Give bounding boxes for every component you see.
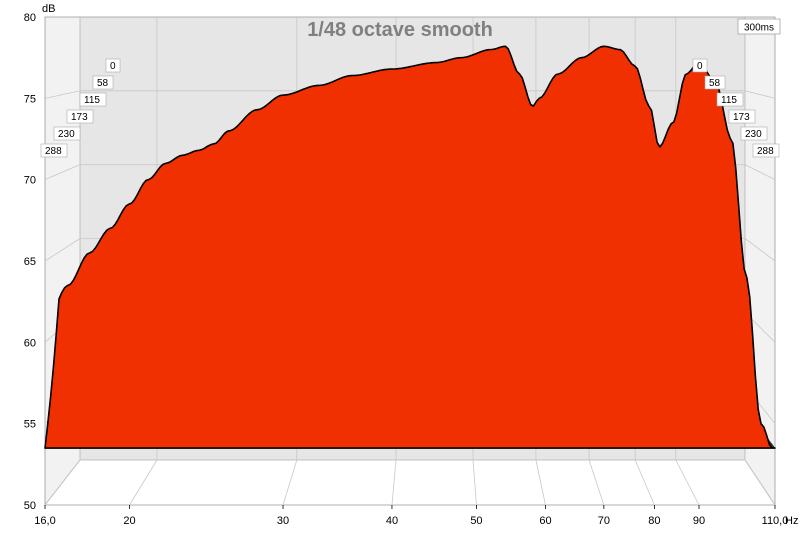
- x-gridline-floor: [588, 459, 605, 506]
- time-tick-box: [740, 126, 768, 141]
- x-gridline-floor: [472, 459, 477, 506]
- x-gridline-floor: [129, 459, 158, 506]
- time-tick-box: [92, 75, 114, 90]
- y-tick-label: 65: [24, 256, 36, 268]
- x-tick-label: 50: [470, 515, 482, 527]
- x-tick-label: 16,0: [34, 515, 55, 527]
- y-gridline-left: [44, 164, 81, 181]
- time-tick-box: [53, 126, 81, 141]
- time-tick-label: 230: [58, 129, 75, 140]
- time-tick-right: 115: [716, 92, 744, 107]
- time-tick-label: 288: [45, 146, 62, 157]
- y-tick-label: 55: [24, 419, 36, 431]
- time-tick-box: [692, 58, 708, 73]
- time-tick-box: [40, 143, 68, 158]
- time-tick-box: [79, 92, 107, 107]
- time-tick-left: 230: [53, 126, 81, 141]
- time-tick-label: 115: [721, 95, 737, 106]
- time-tick-left: 115: [79, 92, 107, 107]
- time-tick-right: 173: [728, 109, 756, 124]
- y-tick-label-top: 80: [24, 12, 36, 24]
- x-gridline-floor: [675, 459, 700, 506]
- time-tick-left: 0: [105, 58, 121, 73]
- time-tick-label: 230: [745, 129, 762, 140]
- y-tick-label: 60: [24, 337, 36, 349]
- time-tick-right: 288: [752, 143, 780, 158]
- time-tick-label: 173: [71, 112, 88, 123]
- x-tick-label: 80: [648, 515, 660, 527]
- time-tick-label: 0: [697, 61, 703, 72]
- y-gridline-left: [44, 459, 81, 506]
- time-tick-label: 0: [110, 61, 116, 72]
- y-gridline-right: [744, 238, 776, 262]
- time-tick-box: [704, 75, 726, 90]
- x-gridline-floor: [391, 459, 397, 506]
- floor-plane: [44, 459, 776, 506]
- time-tick-left: 58: [92, 75, 114, 90]
- time-tick-label: 288: [757, 146, 774, 157]
- x-tick-label: 60: [539, 515, 551, 527]
- y-gridline-left: [44, 90, 81, 99]
- time-tick-left: 288: [40, 143, 68, 158]
- time-tick-box: [66, 109, 94, 124]
- time-tick-box: [105, 58, 121, 73]
- y-gridline-right: [744, 90, 776, 99]
- time-tick-box: [716, 92, 744, 107]
- y-tick-label: 50: [24, 500, 36, 512]
- time-tick-right: 0: [692, 58, 708, 73]
- x-tick-label: 30: [277, 515, 289, 527]
- y-gridline-right: [744, 164, 776, 181]
- x-gridline-floor: [282, 459, 298, 506]
- y-tick-label: 75: [24, 93, 36, 105]
- plot-axes: 16,0 20 30 40 50 60 70 80 90 110,0 50 55 60 65 70 75 80 0…: [24, 12, 789, 527]
- waterfall-slices: [44, 45, 776, 449]
- x-axis-unit-label: Hz: [785, 515, 798, 527]
- time-tick-box: [752, 143, 780, 158]
- time-tick-left: 173: [66, 109, 94, 124]
- time-tick-right: 230: [740, 126, 768, 141]
- time-label-box: 300ms: [737, 18, 781, 35]
- y-axis-unit-label: dB: [42, 3, 55, 15]
- time-tick-right: 58: [704, 75, 726, 90]
- y-gridline-right: [744, 459, 776, 506]
- x-gridline-floor: [535, 459, 546, 506]
- y-tick-label: 70: [24, 175, 36, 187]
- time-label: 300ms: [744, 23, 774, 34]
- time-tick-label: 58: [709, 78, 721, 89]
- x-tick-label: 20: [123, 515, 135, 527]
- x-tick-label: 70: [598, 515, 610, 527]
- waterfall-slice: [44, 45, 776, 449]
- x-tick-label: 90: [693, 515, 705, 527]
- time-tick-label: 58: [97, 78, 109, 89]
- x-gridline-floor: [634, 459, 655, 506]
- time-tick-label: 173: [733, 112, 750, 123]
- x-tick-label: 110,0: [762, 515, 789, 527]
- x-tick-label: 40: [386, 515, 398, 527]
- chart-title: 1/48 octave smooth: [307, 19, 493, 41]
- time-tick-label: 115: [84, 95, 100, 106]
- y-gridline-left: [44, 238, 81, 262]
- time-tick-box: [728, 109, 756, 124]
